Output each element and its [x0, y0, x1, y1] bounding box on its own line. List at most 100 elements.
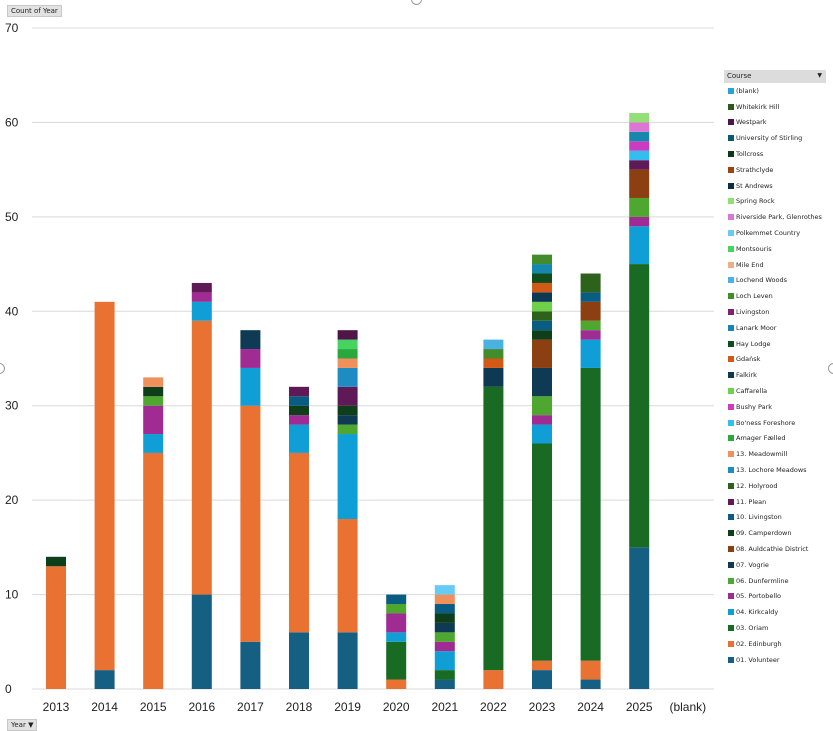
bar-segment[interactable]: [337, 415, 358, 425]
legend-item[interactable]: 05. Portobello: [724, 589, 826, 605]
legend-item[interactable]: 13. Lochore Meadows: [724, 462, 826, 478]
bar-segment[interactable]: [532, 443, 552, 661]
bar-segment[interactable]: [240, 367, 261, 406]
legend-item[interactable]: Spring Rock: [724, 194, 826, 210]
legend-item[interactable]: 06. Dunfermline: [724, 573, 826, 589]
bar-segment[interactable]: [532, 273, 552, 283]
legend-item[interactable]: Bushy Park: [724, 399, 826, 415]
bar-segment[interactable]: [337, 349, 358, 359]
bar-segment[interactable]: [337, 367, 358, 387]
bar-segment[interactable]: [532, 367, 552, 397]
legend-item[interactable]: Gdańsk: [724, 352, 826, 368]
bar-segment[interactable]: [629, 160, 650, 170]
bar-segment[interactable]: [386, 632, 407, 642]
bar-segment[interactable]: [386, 594, 407, 605]
bar-segment[interactable]: [191, 594, 212, 689]
bar-segment[interactable]: [337, 519, 358, 633]
bar-segment[interactable]: [434, 585, 455, 595]
bar-segment[interactable]: [483, 358, 504, 368]
bar-segment[interactable]: [483, 339, 504, 350]
legend-item[interactable]: Whitekirk Hill: [724, 99, 826, 115]
bar-segment[interactable]: [337, 632, 358, 689]
bar-segment[interactable]: [532, 301, 552, 312]
legend-item[interactable]: 03. Oriam: [724, 620, 826, 636]
legend-item[interactable]: 11. Plean: [724, 494, 826, 510]
legend-item[interactable]: 07. Vogrie: [724, 557, 826, 573]
bar-segment[interactable]: [629, 547, 650, 689]
bar-segment[interactable]: [434, 679, 455, 689]
bar-segment[interactable]: [580, 367, 601, 661]
legend-item[interactable]: Bo'ness Foreshore: [724, 415, 826, 431]
legend-item[interactable]: Westpark: [724, 115, 826, 131]
bar-segment[interactable]: [289, 452, 309, 633]
bar-segment[interactable]: [532, 320, 552, 331]
bar-segment[interactable]: [434, 604, 455, 614]
bar-segment[interactable]: [532, 264, 552, 274]
bar-segment[interactable]: [580, 339, 601, 368]
bar-segment[interactable]: [289, 415, 309, 425]
bar-segment[interactable]: [46, 556, 66, 567]
bar-segment[interactable]: [434, 622, 455, 633]
bar-segment[interactable]: [143, 452, 164, 689]
bar-segment[interactable]: [629, 197, 650, 217]
bar-segment[interactable]: [337, 434, 358, 520]
bar-segment[interactable]: [629, 112, 650, 123]
bar-segment[interactable]: [483, 670, 504, 689]
legend-item[interactable]: Hay Lodge: [724, 336, 826, 352]
bar-segment[interactable]: [434, 651, 455, 671]
bar-segment[interactable]: [629, 131, 650, 142]
legend-item[interactable]: Strathclyde: [724, 162, 826, 178]
bar-segment[interactable]: [240, 330, 261, 350]
bar-segment[interactable]: [240, 641, 261, 689]
bar-segment[interactable]: [289, 424, 309, 453]
bar-segment[interactable]: [191, 301, 212, 321]
bar-segment[interactable]: [532, 415, 552, 425]
legend-item[interactable]: Caffarella: [724, 383, 826, 399]
bar-segment[interactable]: [532, 339, 552, 368]
legend-item[interactable]: Mile End: [724, 257, 826, 273]
legend-item[interactable]: Lanark Moor: [724, 320, 826, 336]
bar-segment[interactable]: [580, 660, 601, 680]
bar-segment[interactable]: [629, 264, 650, 548]
legend-item[interactable]: 09. Camperdown: [724, 525, 826, 541]
bar-segment[interactable]: [629, 216, 650, 227]
legend-item[interactable]: 13. Meadowmill: [724, 446, 826, 462]
bar-segment[interactable]: [434, 670, 455, 680]
legend-item[interactable]: 01. Volunteer: [724, 652, 826, 668]
legend-field-button[interactable]: Course ▼: [724, 70, 826, 83]
bar-segment[interactable]: [580, 273, 601, 293]
bar-segment[interactable]: [191, 320, 212, 595]
bar-segment[interactable]: [240, 405, 261, 642]
bar-segment[interactable]: [386, 641, 407, 680]
bar-segment[interactable]: [143, 386, 164, 397]
bar-segment[interactable]: [337, 424, 358, 435]
axis-field-button[interactable]: Year ▼: [7, 719, 38, 731]
value-field-button[interactable]: Count of Year: [7, 5, 62, 17]
bar-segment[interactable]: [191, 292, 212, 302]
bar-segment[interactable]: [483, 349, 504, 359]
bar-segment[interactable]: [580, 330, 601, 340]
bar-segment[interactable]: [532, 311, 552, 321]
bar-segment[interactable]: [532, 282, 552, 293]
legend-item[interactable]: Tollcross: [724, 146, 826, 162]
bar-segment[interactable]: [532, 396, 552, 416]
bar-segment[interactable]: [532, 254, 552, 265]
bar-segment[interactable]: [483, 386, 504, 671]
bar-segment[interactable]: [289, 405, 309, 416]
legend-item[interactable]: (blank): [724, 83, 826, 99]
bar-segment[interactable]: [94, 670, 115, 689]
legend-item[interactable]: Loch Leven: [724, 288, 826, 304]
bar-segment[interactable]: [629, 226, 650, 265]
bar-segment[interactable]: [46, 566, 66, 689]
legend-item[interactable]: University of Stirling: [724, 130, 826, 146]
bar-segment[interactable]: [337, 330, 358, 340]
legend-item[interactable]: 10. Livingston: [724, 510, 826, 526]
bar-segment[interactable]: [629, 122, 650, 132]
bar-segment[interactable]: [143, 434, 164, 453]
bar-segment[interactable]: [191, 282, 212, 293]
bar-segment[interactable]: [386, 604, 407, 614]
legend-item[interactable]: Amager Fælled: [724, 431, 826, 447]
bar-segment[interactable]: [143, 405, 164, 435]
bar-segment[interactable]: [580, 292, 601, 302]
legend-item[interactable]: 02. Edinburgh: [724, 636, 826, 652]
